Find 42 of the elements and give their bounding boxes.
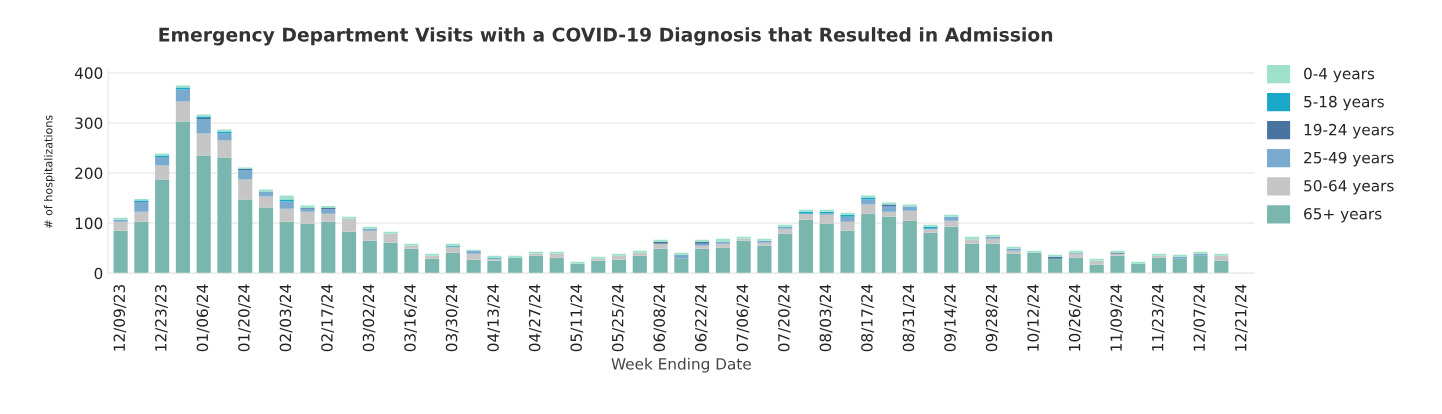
x-tick-label: 08/31/24 <box>902 284 916 352</box>
y-tick-label: 300 <box>75 117 103 129</box>
x-tick-label: 12/21/24 <box>1234 284 1248 351</box>
legend-label: 0-4 years <box>1304 67 1375 83</box>
x-tick-label: 07/06/24 <box>736 284 750 352</box>
y-tick-label: 0 <box>94 267 103 280</box>
legend-label: 19-24 years <box>1304 123 1394 139</box>
legend-label: 25-49 years <box>1304 151 1394 167</box>
legend-label: 50-64 years <box>1304 179 1394 195</box>
x-tick-label: 11/09/24 <box>1110 284 1124 351</box>
x-tick-label: 05/25/24 <box>611 284 625 352</box>
x-tick-label: 12/09/23 <box>113 284 127 351</box>
x-tick-label: 03/16/24 <box>404 284 417 352</box>
x-tick-label: 08/17/24 <box>861 284 874 352</box>
legend-label: 65+ years <box>1304 207 1382 223</box>
x-tick-label: 10/12/24 <box>1027 284 1041 351</box>
x-tick-label: 04/27/24 <box>528 284 542 352</box>
x-tick-label: 09/28/24 <box>985 284 999 352</box>
x-tick-label: 11/23/24 <box>1151 284 1165 351</box>
x-tick-label: 12/23/23 <box>155 284 168 351</box>
x-tick-label: 06/08/24 <box>653 284 667 352</box>
x-tick-label: 12/07/24 <box>1193 284 1207 351</box>
chart-title: Emergency Department Visits with a COVID-19 Diagnosis that Resulted in Admission <box>159 27 1053 46</box>
x-tick-label: 01/06/24 <box>196 284 210 352</box>
y-tick-label: 400 <box>74 67 103 79</box>
y-tick-label: 200 <box>75 167 103 180</box>
x-tick-label: 03/30/24 <box>445 284 459 352</box>
x-tick-label: 02/17/24 <box>321 284 334 352</box>
x-tick-label: 07/20/24 <box>778 284 791 352</box>
x-axis-title: Week Ending Date <box>611 357 751 373</box>
x-tick-label: 04/13/24 <box>487 284 501 352</box>
x-tick-label: 08/03/24 <box>819 284 833 352</box>
x-tick-label: 02/03/24 <box>279 284 293 352</box>
x-tick-label: 05/11/24 <box>570 284 584 352</box>
legend-label: 5-18 years <box>1304 95 1384 111</box>
x-tick-label: 01/20/24 <box>238 284 251 352</box>
x-tick-label: 09/14/24 <box>944 284 957 352</box>
x-tick-label: 06/22/24 <box>694 284 708 352</box>
y-tick-label: 100 <box>75 217 103 230</box>
x-tick-label: 10/26/24 <box>1068 284 1082 351</box>
y-axis-title: # of hospitalizations <box>43 115 55 228</box>
x-tick-label: 03/02/24 <box>362 284 376 352</box>
